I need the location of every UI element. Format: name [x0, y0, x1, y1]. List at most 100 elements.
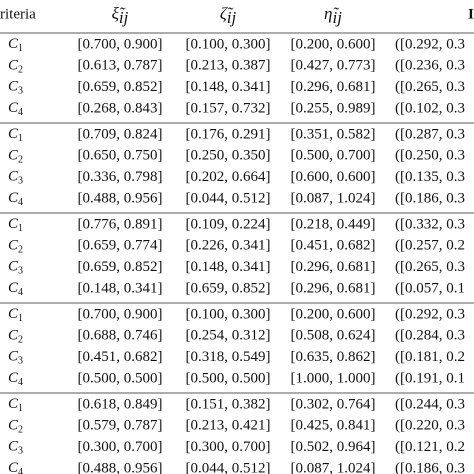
interval: [0.659, 0.852]: [78, 79, 163, 95]
interval-cropped: ([0.191, 0.1: [395, 370, 465, 386]
criterion-letter: C: [8, 216, 19, 232]
interval: [0.700, 0.900]: [78, 36, 163, 52]
interval-cropped: ([0.284, 0.3: [395, 328, 465, 344]
interval: [0.451, 0.682]: [291, 238, 376, 254]
interval-cropped: ([0.057, 0.1: [395, 280, 465, 296]
criterion-letter: C: [8, 328, 19, 344]
interval-cropped: ([0.257, 0.2: [395, 238, 465, 254]
criterion-letter: C: [8, 259, 19, 275]
criterion-letter: C: [8, 396, 19, 412]
interval: [0.148, 0.341]: [186, 79, 271, 95]
criterion-sub: 2: [18, 425, 23, 436]
interval: [0.157, 0.732]: [186, 100, 271, 116]
interval: [0.351, 0.582]: [291, 126, 376, 142]
criterion: C1: [8, 216, 23, 234]
criterion: C4: [8, 280, 23, 298]
criterion-letter: C: [8, 126, 19, 142]
interval: [0.709, 0.824]: [78, 126, 163, 142]
criterion: C2: [8, 328, 23, 346]
interval: [0.618, 0.849]: [78, 396, 163, 412]
criterion-letter: C: [8, 439, 19, 455]
interval: [0.202, 0.664]: [186, 169, 271, 185]
interval: [0.254, 0.312]: [186, 328, 271, 344]
interval-cropped: ([0.186, 0.3: [395, 460, 465, 474]
interval: [0.250, 0.350]: [186, 148, 271, 164]
criterion: C4: [8, 370, 23, 388]
interval: [0.502, 0.964]: [291, 439, 376, 455]
interval-cropped: ([0.102, 0.3: [395, 100, 465, 116]
criterion: C2: [8, 418, 23, 436]
criterion: C2: [8, 238, 23, 256]
interval-cropped: ([0.186, 0.3: [395, 190, 465, 206]
interval-cropped: ([0.292, 0.3: [395, 306, 465, 322]
criterion-letter: C: [8, 280, 19, 296]
criterion-letter: C: [8, 79, 19, 95]
interval: [0.087, 1.024]: [291, 460, 376, 474]
interval: [0.218, 0.449]: [291, 216, 376, 232]
interval: [0.688, 0.746]: [78, 328, 163, 344]
interval-cropped: ([0.265, 0.3: [395, 259, 465, 275]
header-sub: ij: [227, 8, 237, 27]
interval: [0.500, 0.700]: [291, 148, 376, 164]
interval-cropped: ([0.287, 0.3: [395, 126, 465, 142]
criterion: C4: [8, 460, 23, 474]
criterion: C3: [8, 79, 23, 97]
column-header: η̃ij: [324, 4, 342, 27]
interval: [0.148, 0.341]: [78, 280, 163, 296]
criterion-sub: 3: [18, 446, 23, 457]
criterion: C3: [8, 439, 23, 457]
criterion-sub: 1: [18, 133, 23, 144]
criterion: C3: [8, 259, 23, 277]
column-header: ξ̃ij: [112, 4, 129, 27]
interval-cropped: ([0.265, 0.3: [395, 79, 465, 95]
interval: [0.213, 0.421]: [186, 418, 271, 434]
interval: [0.776, 0.891]: [78, 216, 163, 232]
interval: [1.000, 1.000]: [291, 370, 376, 386]
interval: [0.213, 0.387]: [186, 58, 271, 74]
criterion-sub: 4: [18, 377, 23, 388]
header-sub: ij: [119, 8, 129, 27]
interval: [0.659, 0.852]: [78, 259, 163, 275]
criterion: C1: [8, 126, 23, 144]
criterion-sub: 1: [18, 313, 23, 324]
interval: [0.500, 0.500]: [186, 370, 271, 386]
criterion: C1: [8, 396, 23, 414]
criterion-sub: 3: [18, 176, 23, 187]
interval: [0.109, 0.224]: [186, 216, 271, 232]
interval: [0.451, 0.682]: [78, 349, 163, 365]
interval: [0.659, 0.852]: [186, 280, 271, 296]
interval-cropped: ([0.220, 0.3: [395, 418, 465, 434]
interval-cropped: ([0.121, 0.2: [395, 439, 465, 455]
criterion-sub: 4: [18, 287, 23, 298]
interval: [0.427, 0.773]: [291, 58, 376, 74]
criterion: C3: [8, 349, 23, 367]
criterion-sub: 4: [18, 467, 23, 474]
interval-cropped: ([0.135, 0.3: [395, 169, 465, 185]
interval: [0.318, 0.549]: [186, 349, 271, 365]
criterion-sub: 3: [18, 356, 23, 367]
criterion-letter: C: [8, 418, 19, 434]
criterion-letter: C: [8, 169, 19, 185]
interval: [0.635, 0.862]: [291, 349, 376, 365]
criterion-sub: 1: [18, 403, 23, 414]
criterion-sub: 3: [18, 266, 23, 277]
criterion-letter: C: [8, 36, 19, 52]
interval: [0.650, 0.750]: [78, 148, 163, 164]
interval: [0.302, 0.764]: [291, 396, 376, 412]
interval: [0.500, 0.500]: [78, 370, 163, 386]
criteria-header: riteria: [0, 6, 36, 22]
criterion-sub: 1: [18, 43, 23, 54]
criterion-letter: C: [8, 100, 19, 116]
column-header: ζ̃ij: [220, 4, 237, 27]
interval: [0.296, 0.681]: [291, 280, 376, 296]
interval: [0.296, 0.681]: [291, 259, 376, 275]
interval: [0.226, 0.341]: [186, 238, 271, 254]
last-header: I: [468, 6, 474, 22]
interval-cropped: ([0.181, 0.2: [395, 349, 465, 365]
criterion-sub: 2: [18, 245, 23, 256]
criterion-letter: C: [8, 58, 19, 74]
interval: [0.579, 0.787]: [78, 418, 163, 434]
criterion-letter: C: [8, 190, 19, 206]
interval-cropped: ([0.244, 0.3: [395, 396, 465, 412]
interval: [0.659, 0.774]: [78, 238, 163, 254]
